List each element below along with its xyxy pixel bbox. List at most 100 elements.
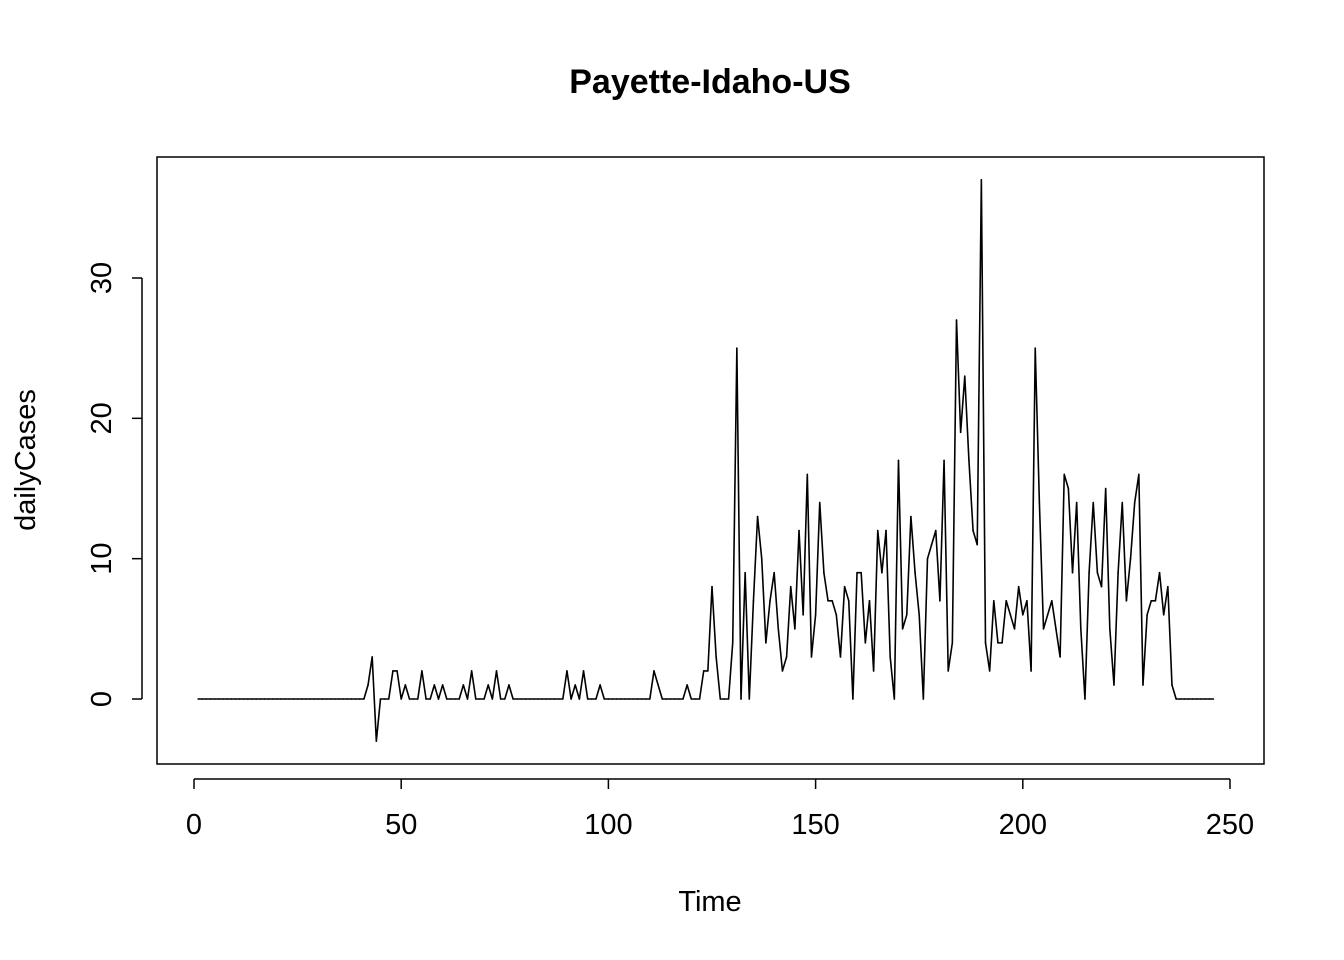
data-point	[1046, 614, 1049, 616]
data-point	[992, 599, 995, 602]
data-point	[1113, 684, 1115, 686]
data-point	[346, 698, 349, 700]
data-point	[209, 698, 212, 700]
y-tick-label: 10	[86, 543, 118, 575]
data-point	[387, 698, 390, 700]
data-point	[375, 740, 378, 742]
data-point	[727, 698, 730, 700]
data-point	[226, 698, 228, 700]
data-point	[263, 698, 266, 700]
data-point	[814, 614, 817, 616]
data-point	[255, 698, 257, 700]
data-point	[856, 571, 858, 574]
data-point	[901, 628, 904, 630]
data-point	[334, 698, 336, 700]
data-point	[251, 698, 253, 700]
data-point	[810, 656, 813, 658]
y-tick-label: 20	[86, 402, 118, 434]
data-point	[197, 698, 199, 700]
data-point	[553, 698, 556, 700]
data-point	[1001, 642, 1003, 644]
data-point	[259, 698, 262, 700]
data-point	[1138, 473, 1140, 476]
data-point	[495, 670, 498, 672]
data-point	[711, 585, 713, 588]
data-point	[582, 670, 585, 672]
data-point	[425, 698, 427, 700]
x-tick-label: 200	[999, 809, 1047, 841]
data-point	[1071, 571, 1074, 574]
data-point	[885, 529, 887, 532]
data-point	[827, 599, 829, 602]
data-point	[421, 670, 423, 672]
data-point	[781, 670, 784, 672]
data-point	[412, 698, 415, 700]
data-point	[765, 642, 767, 644]
data-point	[499, 698, 502, 700]
data-point	[843, 585, 846, 588]
x-tick-label: 250	[1206, 809, 1254, 841]
data-point	[367, 684, 369, 686]
data-point	[1162, 614, 1165, 616]
data-point	[818, 501, 821, 504]
data-point	[1117, 571, 1119, 574]
data-point	[238, 698, 241, 700]
data-point	[1154, 599, 1157, 602]
data-point	[1167, 585, 1169, 588]
data-point	[603, 698, 606, 700]
data-point	[943, 459, 945, 462]
data-point	[321, 698, 324, 700]
data-point	[731, 642, 734, 644]
data-point	[1022, 614, 1024, 616]
data-point	[1084, 698, 1086, 700]
data-point	[806, 473, 809, 476]
data-point	[702, 670, 705, 672]
data-point	[404, 684, 407, 686]
data-point	[951, 642, 954, 644]
data-point	[707, 670, 709, 672]
data-point	[342, 698, 344, 700]
data-point	[736, 347, 738, 349]
data-point	[997, 642, 999, 644]
data-point	[1200, 698, 1202, 700]
data-point	[934, 529, 937, 532]
x-axis: 0 50 100 150 200 250	[186, 778, 1254, 841]
data-point	[267, 698, 270, 700]
data-point	[640, 698, 643, 700]
data-point	[516, 698, 519, 700]
data-point	[433, 684, 436, 686]
data-point	[1063, 473, 1066, 476]
data-point	[984, 642, 987, 644]
data-point	[309, 698, 311, 700]
data-point	[491, 698, 494, 700]
data-point	[234, 698, 237, 700]
data-point	[296, 698, 299, 700]
data-point	[905, 614, 908, 616]
data-point	[1075, 501, 1078, 504]
data-point	[1121, 501, 1124, 504]
data-point	[218, 698, 220, 700]
data-point	[1104, 487, 1107, 490]
x-tick-label: 0	[186, 809, 202, 841]
data-point	[462, 684, 465, 686]
data-point	[752, 599, 755, 602]
data-point	[520, 698, 523, 700]
data-point	[416, 698, 419, 700]
data-point	[773, 571, 775, 574]
x-tick-label: 100	[584, 809, 632, 841]
data-point	[959, 431, 962, 434]
data-point	[586, 698, 589, 700]
data-point	[379, 698, 382, 700]
data-point	[794, 628, 796, 630]
data-point	[789, 585, 792, 588]
data-point	[694, 698, 697, 700]
data-point	[628, 698, 630, 700]
data-point	[1208, 698, 1211, 700]
data-point	[599, 684, 601, 686]
data-point	[325, 698, 328, 700]
data-point	[1191, 698, 1194, 700]
data-point	[1109, 628, 1111, 630]
data-point	[1034, 347, 1037, 349]
data-point	[276, 698, 278, 700]
data-point	[1013, 628, 1016, 630]
